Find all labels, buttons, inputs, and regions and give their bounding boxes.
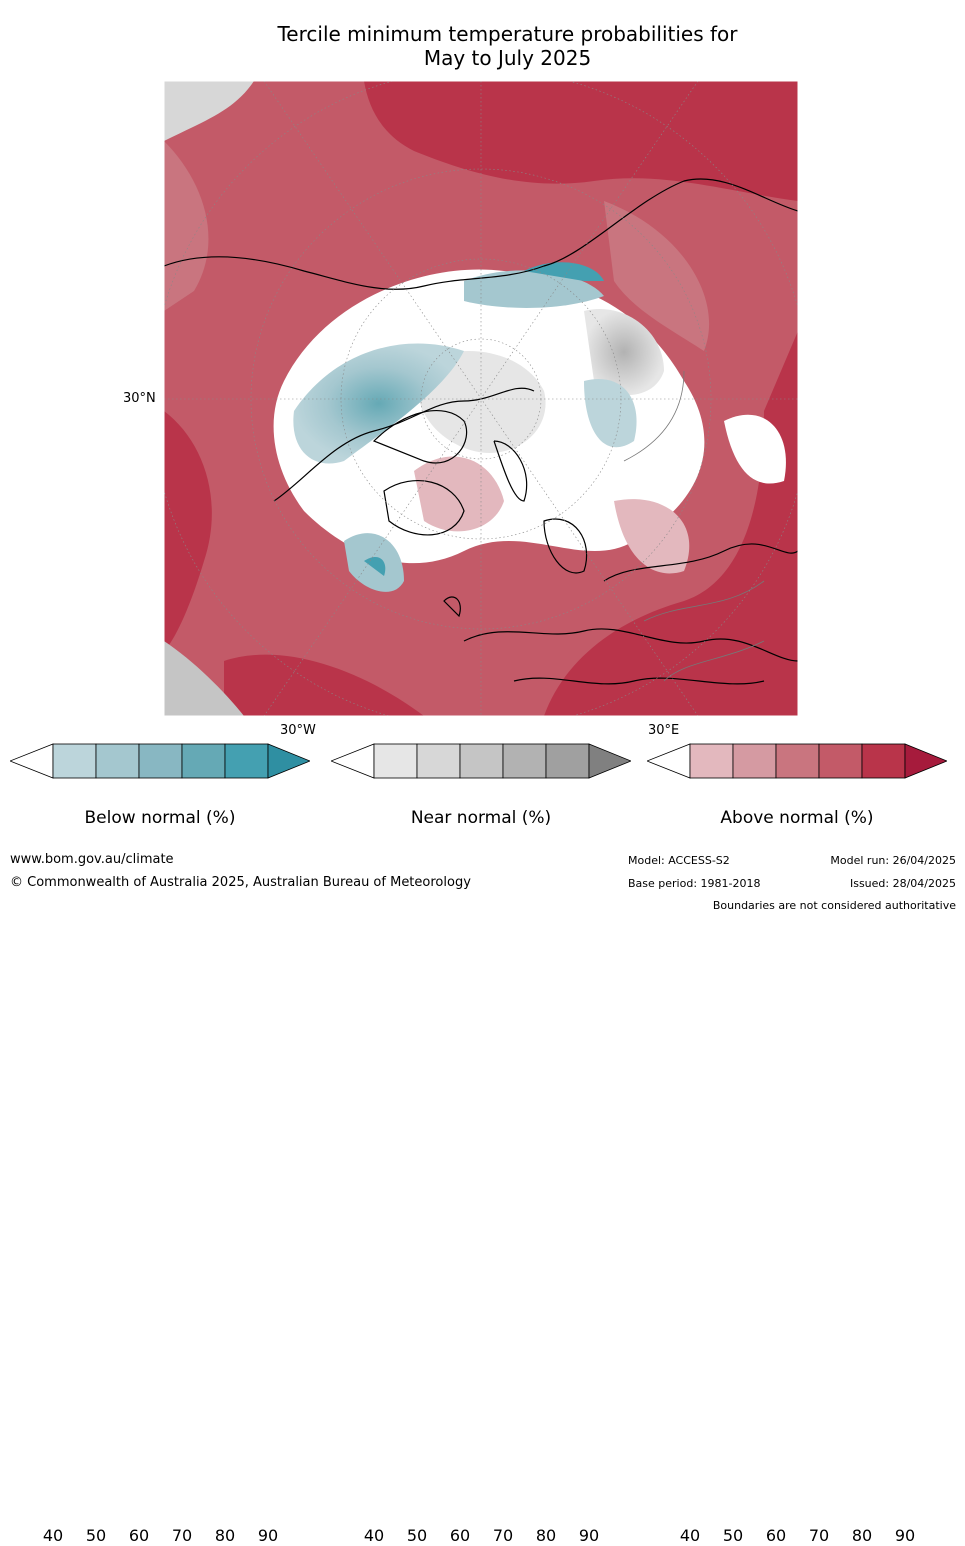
tick-label: 80 [214, 1526, 236, 1545]
colorbar-below-normal [8, 743, 312, 779]
tick-label: 60 [449, 1526, 471, 1545]
map-title: Tercile minimum temperature probabilitie… [0, 22, 965, 70]
issued-date: Issued: 28/04/2025 [849, 877, 956, 890]
tick-label: 40 [679, 1526, 701, 1545]
tick-label: 50 [722, 1526, 744, 1545]
website-link[interactable]: www.bom.gov.au/climate [10, 852, 174, 867]
tick-label: 90 [894, 1526, 916, 1545]
tick-label: 40 [363, 1526, 385, 1545]
tick-label: 90 [578, 1526, 600, 1545]
tick-label: 40 [42, 1526, 64, 1545]
legend-title-below: Below normal (%) [84, 808, 236, 828]
tick-label: 70 [808, 1526, 830, 1545]
probability-map [164, 81, 798, 716]
colorbar-segment [775, 743, 820, 779]
legend-near-normal: 40 50 60 70 80 90 [329, 743, 633, 1545]
tick-label: 50 [406, 1526, 428, 1545]
latitude-label: 30°N [123, 391, 156, 406]
legend-above-normal: 40 50 60 70 80 90 [645, 743, 949, 1545]
title-line-2: May to July 2025 [423, 46, 592, 70]
colorbar-extend-high [267, 743, 312, 779]
tick-label: 70 [171, 1526, 193, 1545]
disclaimer: Boundaries are not considered authoritat… [712, 899, 956, 912]
colorbar-ticks-above: 40 50 60 70 80 90 [647, 1526, 947, 1546]
tick-label: 80 [535, 1526, 557, 1545]
colorbar-ticks-below: 40 50 60 70 80 90 [10, 1526, 310, 1546]
colorbar-above-normal [645, 743, 949, 779]
colorbar-segment [416, 743, 461, 779]
base-period: Base period: 1981-2018 [628, 877, 761, 890]
colorbar-ticks-near: 40 50 60 70 80 90 [331, 1526, 631, 1546]
longitude-label-west: 30°W [280, 723, 316, 738]
model-name: Model: ACCESS-S2 [628, 854, 730, 867]
colorbar-extend-high [904, 743, 949, 779]
tick-label: 70 [492, 1526, 514, 1545]
colorbar-segment [138, 743, 183, 779]
tick-label: 80 [851, 1526, 873, 1545]
legend-title-above: Above normal (%) [720, 808, 874, 828]
colorbar-extend-high [588, 743, 633, 779]
colorbar-segment [502, 743, 547, 779]
colorbar-segment [181, 743, 226, 779]
colorbar-segment [95, 743, 140, 779]
copyright-text: © Commonwealth of Australia 2025, Austra… [10, 875, 471, 890]
tick-label: 90 [257, 1526, 279, 1545]
colorbar-extend-low [329, 743, 375, 779]
legend-title-near: Near normal (%) [410, 808, 552, 828]
tick-label: 60 [765, 1526, 787, 1545]
title-line-1: Tercile minimum temperature probabilitie… [277, 22, 738, 46]
colorbar-extend-low [645, 743, 691, 779]
colorbar-segment [224, 743, 269, 779]
colorbar-segment [818, 743, 863, 779]
colorbar-segment [545, 743, 590, 779]
longitude-label-east: 30°E [648, 723, 680, 738]
colorbar-near-normal [329, 743, 633, 779]
colorbar-segment [861, 743, 906, 779]
model-run-date: Model run: 26/04/2025 [830, 854, 956, 867]
tick-label: 50 [85, 1526, 107, 1545]
tick-label: 60 [128, 1526, 150, 1545]
colorbar-segment [52, 743, 97, 779]
colorbar-segment [459, 743, 504, 779]
colorbar-segment [689, 743, 734, 779]
colorbar-extend-low [8, 743, 54, 779]
colorbar-segment [732, 743, 777, 779]
legend-below-normal: 40 50 60 70 80 90 [8, 743, 312, 1545]
colorbar-segment [373, 743, 418, 779]
